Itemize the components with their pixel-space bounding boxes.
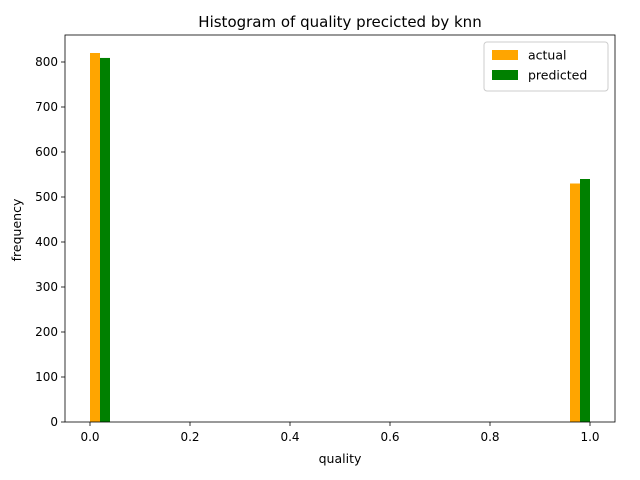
y-tick-label: 100 <box>35 370 58 384</box>
plot-frame <box>64 34 616 423</box>
chart-title: Histogram of quality precicted by knn <box>198 13 481 31</box>
y-tick-label: 0 <box>50 415 58 429</box>
x-tick-label: 1.0 <box>580 430 599 444</box>
legend-label-actual: actual <box>528 48 567 63</box>
y-tick-label: 300 <box>35 280 58 294</box>
x-tick-label: 0.8 <box>480 430 499 444</box>
x-axis-label: quality <box>319 451 362 466</box>
x-tick-label: 0.2 <box>180 430 199 444</box>
y-axis-label: frequency <box>9 198 24 261</box>
legend-swatch-actual <box>492 50 518 60</box>
y-tick-label: 800 <box>35 55 58 69</box>
y-tick-label: 400 <box>35 235 58 249</box>
y-tick-label: 500 <box>35 190 58 204</box>
x-tick-label: 0.6 <box>380 430 399 444</box>
y-tick-label: 200 <box>35 325 58 339</box>
x-tick-label: 0.4 <box>280 430 299 444</box>
bar-predicted-1 <box>580 179 590 422</box>
x-tick-label: 0.0 <box>80 430 99 444</box>
plot-area: 0.0 0.2 0.4 0.6 0.8 1.0 0 100 200 300 400 500 600 700… <box>35 34 616 444</box>
legend: actual predicted <box>483 41 609 92</box>
bar-actual-1 <box>570 183 580 422</box>
y-tick-label: 700 <box>35 100 58 114</box>
legend-label-predicted: predicted <box>528 68 587 83</box>
legend-swatch-predicted <box>492 70 518 80</box>
bar-predicted-0 <box>100 57 110 422</box>
y-tick-label: 600 <box>35 145 58 159</box>
bar-actual-0 <box>90 53 100 422</box>
